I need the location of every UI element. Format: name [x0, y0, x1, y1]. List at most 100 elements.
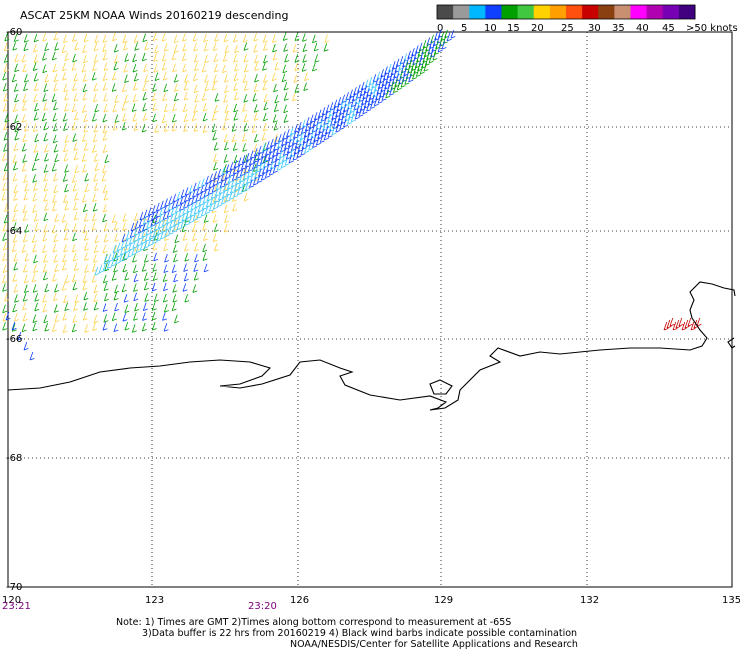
wind-barb — [33, 54, 39, 64]
wind-barb — [193, 206, 199, 215]
wind-barb — [103, 93, 109, 102]
wind-barb — [204, 182, 210, 191]
wind-barb — [210, 190, 216, 200]
wind-barb — [194, 242, 200, 252]
wind-barb — [121, 283, 127, 293]
wind-barb — [183, 113, 189, 123]
wind-barb — [246, 175, 251, 185]
wind-barb — [64, 274, 70, 284]
wind-barb — [102, 164, 107, 174]
wind-barb — [165, 222, 171, 231]
wind-barb — [202, 243, 208, 253]
wind-barb — [156, 226, 162, 236]
wind-barb — [404, 76, 410, 85]
wind-barb — [224, 141, 229, 151]
wind-barb — [274, 136, 279, 145]
wind-barb — [178, 208, 184, 218]
wind-barb — [163, 323, 169, 332]
wind-barb — [173, 44, 179, 54]
wind-barb — [156, 233, 162, 242]
wind-barb — [191, 195, 197, 205]
wind-barb — [122, 113, 128, 122]
wind-barb — [231, 123, 237, 132]
wind-barb — [162, 293, 168, 303]
time-label: 23:20 — [248, 601, 277, 612]
wind-barb — [138, 224, 143, 234]
wind-barb — [172, 294, 178, 303]
wind-barb — [204, 74, 210, 83]
wind-barb — [222, 183, 228, 193]
wind-barb — [423, 63, 429, 72]
wind-barb — [289, 132, 294, 142]
wind-barb — [82, 54, 88, 64]
wind-barb — [32, 284, 38, 293]
wind-barb — [172, 244, 178, 253]
wind-barb — [112, 121, 118, 131]
wind-barb — [262, 143, 267, 152]
wind-barb — [54, 42, 60, 51]
wind-barb — [197, 203, 203, 213]
wind-barb — [144, 293, 150, 302]
wind-barb — [213, 194, 219, 204]
wind-barb — [163, 103, 169, 113]
wind-barb — [83, 124, 89, 133]
wind-barb — [696, 317, 702, 327]
wind-barb — [53, 82, 59, 92]
wind-barb — [245, 181, 250, 191]
wind-barb — [42, 64, 48, 74]
wind-barb — [171, 302, 177, 311]
wind-barb — [283, 114, 289, 123]
wind-barb — [274, 62, 280, 71]
wind-barb — [215, 181, 221, 191]
wind-barb — [142, 82, 148, 92]
wind-barb — [244, 159, 250, 168]
wind-barb — [271, 154, 276, 164]
wind-barb — [393, 84, 398, 93]
wind-barb — [3, 162, 9, 172]
wind-barb — [12, 234, 18, 243]
wind-barb — [152, 241, 158, 251]
wind-barb — [71, 243, 77, 253]
wind-barb — [132, 93, 138, 103]
wind-barb — [112, 32, 117, 42]
wind-barb — [213, 142, 219, 151]
wind-barb — [142, 91, 148, 101]
wind-barb — [194, 94, 200, 103]
wind-barb — [63, 294, 69, 304]
colorbar-swatch — [582, 5, 599, 19]
wind-barb — [296, 149, 302, 159]
wind-barb — [114, 54, 119, 64]
wind-barb — [62, 173, 68, 182]
wind-barb — [312, 62, 317, 72]
wind-barb — [151, 302, 157, 311]
wind-barb — [205, 175, 211, 185]
wind-barb — [119, 253, 125, 262]
wind-barb — [251, 166, 256, 176]
wind-barb — [52, 134, 58, 144]
wind-barb — [229, 191, 234, 200]
wind-barb — [357, 84, 362, 93]
coastline-east — [727, 337, 736, 349]
wind-barb — [72, 183, 78, 192]
wind-barb — [2, 72, 8, 81]
wind-barb — [174, 211, 180, 220]
wind-barb — [171, 51, 177, 61]
wind-barb — [161, 53, 167, 62]
wind-barb — [22, 312, 28, 322]
wind-barb — [263, 54, 268, 64]
wind-barb — [663, 321, 669, 331]
wind-barb — [148, 231, 154, 240]
wind-barb — [207, 186, 213, 195]
wind-barb — [133, 122, 139, 131]
wind-barb — [243, 171, 248, 181]
wind-barb — [675, 319, 681, 329]
wind-barb — [253, 44, 259, 53]
wind-barb — [687, 317, 693, 327]
wind-barb — [62, 312, 68, 321]
wind-barb — [51, 224, 57, 234]
wind-barb — [253, 32, 259, 42]
wind-barb — [163, 204, 169, 214]
wind-barb — [171, 122, 177, 132]
wind-barb — [143, 239, 149, 249]
wind-barb — [140, 235, 146, 245]
